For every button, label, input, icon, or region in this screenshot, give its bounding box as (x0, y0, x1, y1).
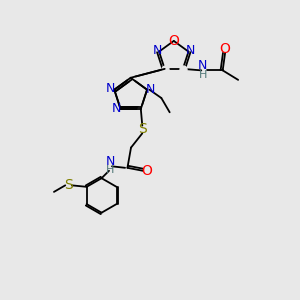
Text: O: O (141, 164, 152, 178)
Text: N: N (106, 82, 116, 95)
Text: N: N (112, 103, 121, 116)
Text: H: H (106, 165, 115, 175)
Text: H: H (199, 70, 207, 80)
Text: S: S (138, 122, 147, 136)
Text: N: N (146, 83, 155, 96)
Text: N: N (153, 44, 162, 57)
Text: S: S (64, 178, 73, 192)
Text: O: O (168, 34, 179, 48)
Text: N: N (106, 155, 115, 168)
Text: O: O (220, 42, 230, 56)
Text: N: N (185, 44, 195, 57)
Text: N: N (198, 59, 208, 72)
